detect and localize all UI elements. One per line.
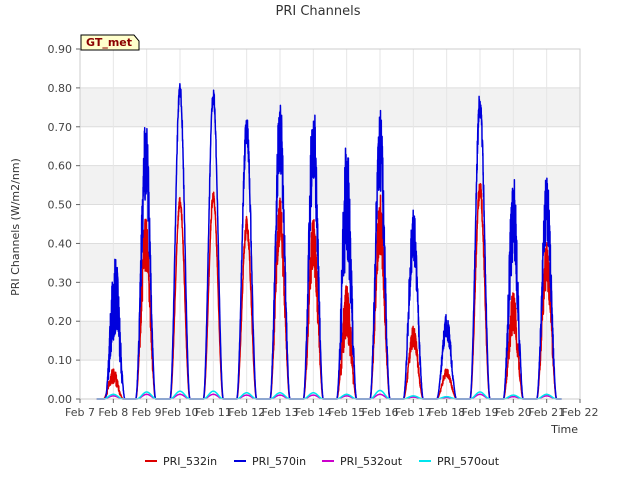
station-badge: GT_met [81,35,139,50]
legend-label: PRI_532in [163,455,217,468]
y-tick-label: 0.50 [48,199,73,212]
background-band [80,243,580,282]
y-tick-label: 0.80 [48,82,73,95]
y-tick-label: 0.00 [48,393,73,406]
x-tick-label: Feb 13 [262,406,299,419]
y-axis-ticks: 0.00 0.10 0.20 0.30 0.40 0.50 0.60 0.70 0.80 0.90 [48,43,81,406]
x-tick-label: Feb 17 [395,406,432,419]
y-axis-label: PRI Channels (W/m2/nm) [9,158,22,296]
x-tick-label: Feb 9 [132,406,162,419]
legend: PRI_532in PRI_570in PRI_532out PRI_570out [145,455,500,468]
background-band [80,205,580,244]
background-band [80,321,580,360]
x-tick-label: Feb 10 [162,406,199,419]
background-band [80,88,580,127]
x-axis-label: Time [550,423,578,436]
badge-label: GT_met [86,36,132,49]
background-band [80,282,580,321]
y-tick-label: 0.40 [48,237,73,250]
y-tick-label: 0.30 [48,276,73,289]
pri-channels-chart: 0.00 0.10 0.20 0.30 0.40 0.50 0.60 0.70 0.80 0.90… [0,0,640,480]
background-band [80,127,580,166]
legend-label: PRI_570out [437,455,500,468]
y-tick-label: 0.70 [48,121,73,134]
y-tick-label: 0.10 [48,354,73,367]
chart-title: PRI Channels [276,4,361,19]
plot-background-bands [80,49,580,399]
x-tick-label: Feb 7 [65,406,95,419]
x-tick-label: Feb 21 [528,406,565,419]
y-tick-label: 0.60 [48,160,73,173]
background-band [80,49,580,88]
x-tick-label: Feb 15 [328,406,365,419]
x-tick-label: Feb 11 [195,406,232,419]
x-tick-label: Feb 12 [228,406,265,419]
y-tick-label: 0.90 [48,43,73,56]
x-tick-label: Feb 22 [562,406,599,419]
x-tick-label: Feb 14 [295,406,332,419]
x-tick-label: Feb 19 [462,406,499,419]
x-tick-label: Feb 18 [428,406,465,419]
background-band [80,166,580,205]
x-tick-label: Feb 8 [98,406,128,419]
legend-label: PRI_570in [252,455,306,468]
x-tick-label: Feb 16 [362,406,399,419]
x-tick-label: Feb 20 [495,406,532,419]
legend-label: PRI_532out [340,455,403,468]
y-tick-label: 0.20 [48,315,73,328]
